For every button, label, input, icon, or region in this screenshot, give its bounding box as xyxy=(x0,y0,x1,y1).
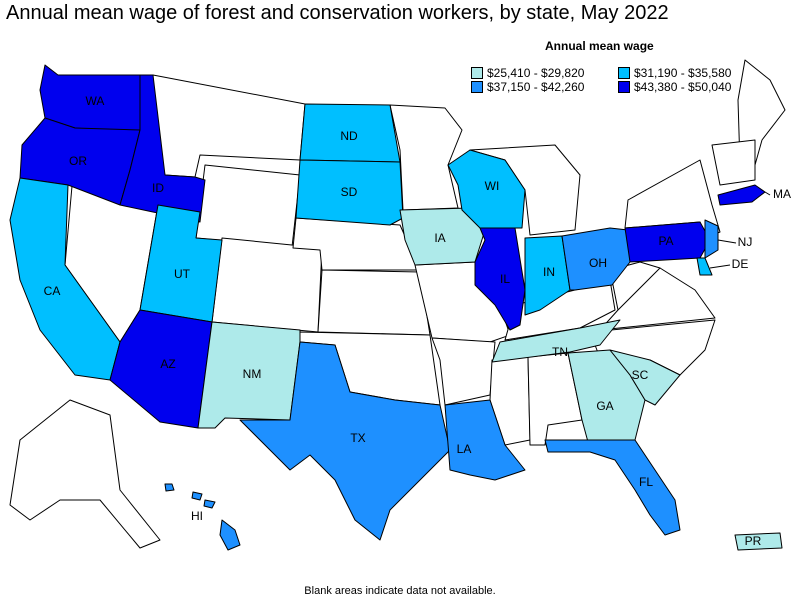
state-montana[interactable] xyxy=(149,74,306,178)
legend-title: Annual mean wage xyxy=(545,39,654,53)
state-south-carolina[interactable] xyxy=(609,349,681,406)
state-new-jersey[interactable] xyxy=(704,219,719,259)
state-new-mexico[interactable] xyxy=(197,321,301,429)
label-in: IN xyxy=(543,265,555,279)
label-or: OR xyxy=(69,154,87,168)
label-tn: TN xyxy=(552,345,568,359)
label-sd: SD xyxy=(341,185,358,199)
state-illinois[interactable] xyxy=(474,227,526,331)
legend-label-bin-1: $25,410 - $29,820 xyxy=(487,66,585,80)
state-maine[interactable] xyxy=(737,59,786,166)
legend-label-bin-2: $31,190 - $35,580 xyxy=(634,66,732,80)
state-labels: WA OR ID CA UT AZ NM ND SD TX IA LA WI I… xyxy=(44,94,791,548)
label-la: LA xyxy=(457,442,472,456)
label-fl: FL xyxy=(639,475,653,489)
leader-ma xyxy=(764,191,771,196)
state-tennessee[interactable] xyxy=(491,319,621,363)
legend-item-bin-3: $37,150 - $42,260 xyxy=(471,80,584,94)
leader-nj xyxy=(717,239,737,244)
legend-label-bin-4: $43,380 - $50,040 xyxy=(634,80,732,94)
state-kansas[interactable] xyxy=(317,269,431,336)
state-ohio[interactable] xyxy=(561,227,631,291)
state-hawaii[interactable] xyxy=(164,483,241,551)
blank-states xyxy=(9,59,786,549)
legend-label-bin-3: $37,150 - $42,260 xyxy=(487,80,585,94)
label-nm: NM xyxy=(243,367,262,381)
state-alaska[interactable] xyxy=(9,399,161,549)
label-nj: NJ xyxy=(738,235,753,249)
legend-item-bin-1: $25,410 - $29,820 xyxy=(471,66,584,80)
label-sc: SC xyxy=(632,368,649,382)
leader-de xyxy=(709,264,731,269)
legend-swatch-bin-2 xyxy=(618,67,630,79)
label-tx: TX xyxy=(350,431,365,445)
label-ga: GA xyxy=(596,399,613,413)
legend-swatch-bin-3 xyxy=(471,81,483,93)
label-ca: CA xyxy=(44,284,61,298)
state-wisconsin[interactable] xyxy=(447,149,526,229)
legend-item-bin-4: $43,380 - $50,040 xyxy=(618,80,731,94)
label-pr: PR xyxy=(745,534,762,548)
label-il: IL xyxy=(500,272,510,286)
label-az: AZ xyxy=(160,357,175,371)
footnote: Blank areas indicate data not available. xyxy=(304,585,496,597)
leader-lines xyxy=(709,191,771,269)
state-delaware[interactable] xyxy=(696,257,713,276)
label-de: DE xyxy=(732,257,749,271)
label-nd: ND xyxy=(340,129,358,143)
state-massachusetts[interactable] xyxy=(717,184,766,206)
legend-swatch-bin-1 xyxy=(471,67,483,79)
colored-states xyxy=(9,64,783,551)
state-arkansas[interactable] xyxy=(431,337,496,406)
map-title: Annual mean wage of forest and conservat… xyxy=(6,2,669,24)
state-colorado[interactable] xyxy=(211,237,323,333)
label-hi: HI xyxy=(191,509,203,523)
state-wyoming[interactable] xyxy=(195,164,301,248)
state-florida[interactable] xyxy=(544,439,681,536)
label-ut: UT xyxy=(174,267,191,281)
label-wi: WI xyxy=(485,179,500,193)
state-puerto-rico[interactable] xyxy=(734,532,783,551)
label-wa: WA xyxy=(86,94,105,108)
state-california[interactable] xyxy=(9,177,121,381)
state-louisiana[interactable] xyxy=(444,399,526,481)
state-vermont-nh[interactable] xyxy=(711,139,756,186)
state-minnesota[interactable] xyxy=(389,104,463,211)
label-oh: OH xyxy=(589,256,607,270)
legend-swatch-bin-4 xyxy=(618,81,630,93)
label-ma: MA xyxy=(773,187,791,201)
label-ia: IA xyxy=(434,231,445,245)
state-south-dakota[interactable] xyxy=(295,159,404,226)
legend-item-bin-2: $31,190 - $35,580 xyxy=(618,66,731,80)
state-idaho[interactable] xyxy=(119,74,206,223)
label-id: ID xyxy=(152,181,164,195)
label-pa: PA xyxy=(658,234,673,248)
state-texas[interactable] xyxy=(239,341,451,541)
